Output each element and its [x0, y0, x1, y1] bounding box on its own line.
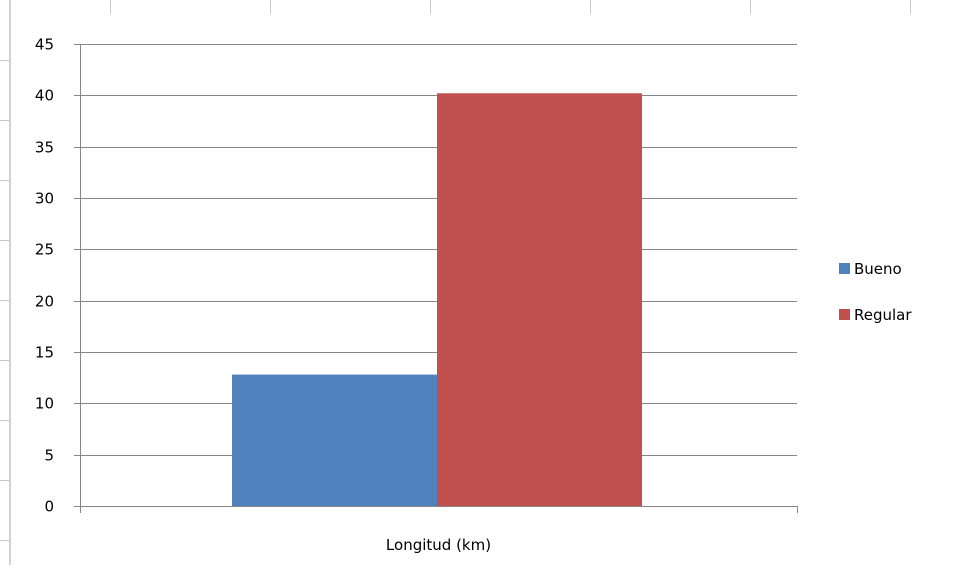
y-tick-label: 0: [44, 498, 54, 516]
axis-labels: 0 5 10 15 20 25 30 35 40 45 Longitud (km): [35, 36, 491, 555]
axes: [74, 44, 798, 513]
bar-bueno: [232, 374, 437, 506]
y-tick-label: 35: [35, 139, 54, 157]
y-tick-label: 45: [35, 36, 54, 54]
y-tick-label: 20: [35, 293, 54, 311]
y-tick-label: 5: [44, 447, 54, 465]
y-tick-label: 30: [35, 190, 54, 208]
bars: [232, 93, 642, 506]
legend-label-bueno: Bueno: [854, 260, 902, 278]
y-tick-label: 40: [35, 87, 54, 105]
legend: Bueno Regular: [839, 260, 912, 324]
y-tick-label: 25: [35, 241, 54, 259]
chart-frame: [0, 0, 911, 565]
y-tick-label: 10: [35, 395, 54, 413]
legend-swatch-regular: [839, 309, 850, 320]
x-category-label: Longitud (km): [386, 536, 491, 554]
legend-label-regular: Regular: [854, 306, 912, 324]
y-tick-label: 15: [35, 344, 54, 362]
bar-regular: [437, 93, 642, 506]
legend-swatch-bueno: [839, 263, 850, 274]
